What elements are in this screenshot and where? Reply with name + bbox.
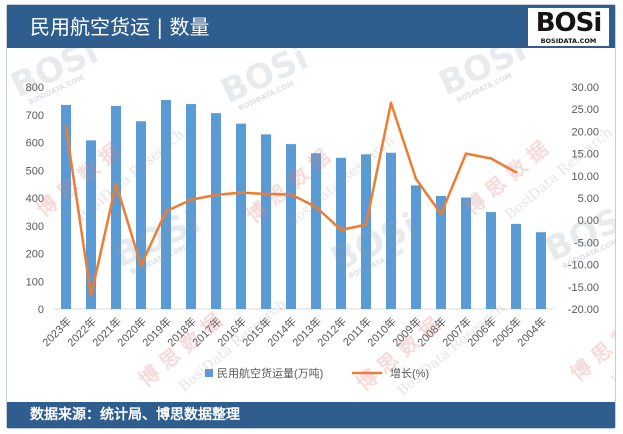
growth-point-2014: [289, 193, 293, 196]
right-axis-tick-label: 0.00: [578, 215, 599, 227]
growth-point-2012: [339, 228, 343, 232]
growth-point-2020: [139, 264, 143, 267]
right-axis-tick-label: -15.00: [568, 282, 599, 294]
legend-bar-label: 民用航空货运量(万吨): [217, 366, 323, 380]
legend: 民用航空货运量(万吨) 增长(%): [205, 366, 429, 380]
legend-item-growth: 增长(%): [352, 366, 429, 380]
growth-point-2005: [514, 170, 518, 174]
freight-bar-2023: [61, 104, 71, 309]
freight-bar-2007: [461, 197, 471, 309]
right-axis-tick-label: 20.00: [571, 126, 599, 138]
freight-bar-2018: [186, 104, 196, 309]
growth-point-2011: [364, 223, 368, 226]
freight-bar-2020: [136, 121, 146, 309]
left-axis-tick-label: 400: [26, 193, 44, 205]
left-axis-tick-label: 100: [26, 276, 44, 288]
growth-point-2013: [314, 205, 318, 209]
growth-point-2023: [64, 125, 68, 129]
freight-bar-2012: [336, 157, 346, 309]
growth-point-2007: [464, 152, 468, 155]
footer-bar: 数据来源：统计局、博思数据整理: [7, 402, 615, 428]
left-axis-tick-label: 800: [26, 82, 44, 94]
growth-point-2006: [489, 157, 493, 160]
growth-point-2010: [389, 101, 393, 105]
growth-point-2019: [164, 210, 168, 213]
left-axis-tick-label: 500: [26, 165, 44, 177]
growth-point-2022: [89, 294, 93, 297]
left-axis-tick-label: 200: [26, 249, 44, 261]
growth-point-2008: [439, 212, 443, 216]
freight-bar-2016: [236, 123, 246, 309]
right-axis-tick-label: 15.00: [571, 149, 599, 161]
brand-logo: BOSi BOSIDATA.COM: [528, 8, 609, 46]
legend-line-label: 增长(%): [390, 366, 429, 380]
right-axis-tick-label: -10.00: [568, 260, 599, 272]
freight-bar-2010: [386, 152, 396, 309]
left-axis-tick-label: 700: [26, 110, 44, 122]
left-axis-tick-label: 600: [26, 138, 44, 150]
left-axis-tick-label: 0: [38, 304, 44, 316]
growth-point-2018: [189, 198, 193, 202]
freight-bar-2011: [361, 154, 371, 309]
freight-bar-2022: [86, 140, 96, 309]
right-axis-tick-label: 25.00: [571, 104, 599, 116]
page-title: 民用航空货运 | 数量: [30, 15, 210, 39]
freight-bar-2009: [411, 185, 421, 309]
growth-point-2021: [114, 182, 118, 186]
freight-bar-2015: [261, 134, 271, 309]
header-bar: 民用航空货运 | 数量 BOSi BOSIDATA.COM: [7, 5, 615, 48]
freight-bar-2005: [511, 223, 521, 309]
freight-bar-2008: [436, 195, 446, 309]
freight-bar-2017: [211, 113, 221, 309]
freight-bar-2013: [311, 153, 321, 309]
right-axis-tick-label: 5.00: [578, 193, 599, 205]
legend-bar-swatch: [205, 369, 213, 377]
growth-point-2017: [214, 193, 218, 197]
right-axis-tick-label: -20.00: [568, 304, 599, 316]
right-axis-tick-label: 30.00: [571, 82, 599, 94]
right-axis-tick-label: 10.00: [571, 171, 599, 183]
freight-bar-2006: [486, 212, 496, 309]
legend-item-freight: 民用航空货运量(万吨): [205, 366, 323, 380]
left-axis-tick-label: 300: [26, 221, 44, 233]
brand-logo-mark: BOSi: [535, 8, 603, 38]
growth-point-2016: [239, 191, 243, 194]
freight-bar-2014: [286, 144, 296, 309]
growth-point-2009: [414, 177, 418, 181]
right-axis-tick-label: -5.00: [574, 237, 599, 249]
brand-logo-site: BOSIDATA.COM: [540, 37, 597, 45]
freight-bar-2021: [111, 105, 121, 309]
freight-bar-2004: [536, 232, 546, 309]
freight-bar-2019: [161, 100, 171, 310]
growth-point-2015: [264, 192, 268, 196]
data-source-note: 数据来源：统计局、博思数据整理: [30, 407, 240, 423]
